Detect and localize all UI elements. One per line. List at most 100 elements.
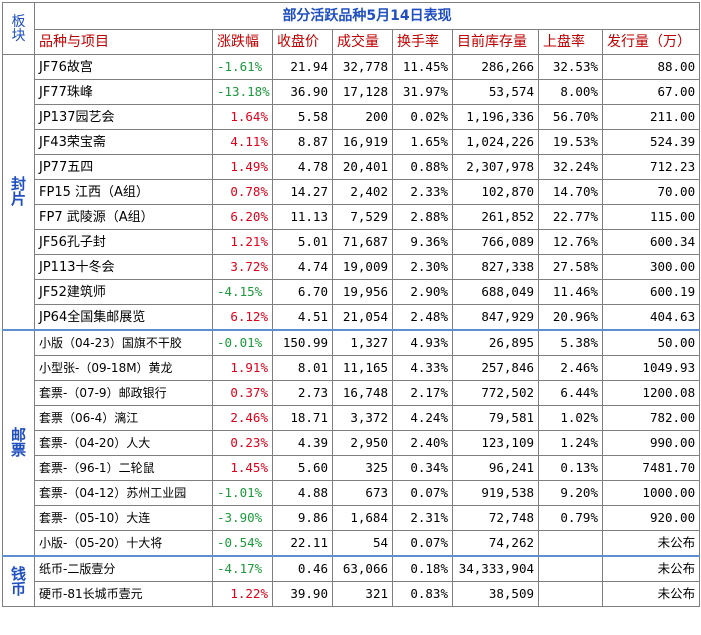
sector-label-char: 票 xyxy=(10,441,26,459)
table-row: JP77五四 1.49% 4.78 20,401 0.88% 2,307,978 32.24… xyxy=(3,154,701,180)
rate-value: 56.70% xyxy=(538,104,603,130)
item-name: JF52建筑师 xyxy=(34,279,213,305)
close-price: 22.11 xyxy=(272,530,333,557)
sector-header-char-1: 板 xyxy=(11,13,26,30)
rate-value: 2.46% xyxy=(538,355,603,381)
volume-value: 54 xyxy=(332,530,393,557)
item-name: JF76故宫 xyxy=(34,54,213,80)
rate-value xyxy=(538,581,603,607)
change-value: 1.91% xyxy=(212,355,273,381)
change-value: -3.90% xyxy=(212,505,273,531)
turnover-value: 2.88% xyxy=(392,204,453,230)
issue-value: 7481.70 xyxy=(601,455,701,481)
rate-value: 0.13% xyxy=(538,455,603,481)
item-name: JP137园艺会 xyxy=(34,104,213,130)
issue-value: 404.63 xyxy=(601,304,701,331)
close-price: 0.46 xyxy=(272,555,333,582)
stock-value: 1,196,336 xyxy=(452,104,539,130)
stock-value: 919,538 xyxy=(452,480,539,506)
issue-value: 未公布 xyxy=(601,555,701,582)
change-value: 0.37% xyxy=(212,380,273,406)
col-header-issue: 发行量（万） xyxy=(601,29,701,55)
change-value: -4.17% xyxy=(212,555,273,582)
table-row: 套票-（04-20）人大 0.23% 4.39 2,950 2.40% 123,109 1.… xyxy=(3,430,701,456)
turnover-value: 1.65% xyxy=(392,129,453,155)
rate-value: 1.02% xyxy=(538,405,603,431)
sector-label-char: 币 xyxy=(10,579,26,598)
table-row: 小型张-（09-18M）黄龙 1.91% 8.01 11,165 4.33% 257,84… xyxy=(3,355,701,381)
rate-value: 1.24% xyxy=(538,430,603,456)
issue-value: 920.00 xyxy=(601,505,701,531)
sector-label: 邮票 xyxy=(2,329,35,557)
change-value: 1.21% xyxy=(212,229,273,255)
close-price: 18.71 xyxy=(272,405,333,431)
volume-value: 321 xyxy=(332,581,393,607)
close-price: 39.90 xyxy=(272,581,333,607)
change-value: -13.18% xyxy=(212,79,273,105)
turnover-value: 4.33% xyxy=(392,355,453,381)
issue-value: 300.00 xyxy=(601,254,701,280)
rate-value: 32.24% xyxy=(538,154,603,180)
change-value: 2.46% xyxy=(212,405,273,431)
stock-value: 847,929 xyxy=(452,304,539,331)
sector-header-cell: 板块 xyxy=(2,2,35,55)
volume-value: 200 xyxy=(332,104,393,130)
rate-value: 8.00% xyxy=(538,79,603,105)
volume-value: 32,778 xyxy=(332,54,393,80)
column-header-row: 品种与项目 涨跌幅 收盘价 成交量 换手率 目前库存量 上盘率 发行量（万） xyxy=(3,29,701,55)
close-price: 8.87 xyxy=(272,129,333,155)
turnover-value: 2.40% xyxy=(392,430,453,456)
rate-value xyxy=(538,555,603,582)
rate-value: 5.38% xyxy=(538,329,603,356)
volume-value: 3,372 xyxy=(332,405,393,431)
close-price: 4.88 xyxy=(272,480,333,506)
rate-value: 12.76% xyxy=(538,229,603,255)
table-row: JF52建筑师 -4.15% 6.70 19,956 2.90% 688,049 11.46… xyxy=(3,279,701,305)
change-value: -0.54% xyxy=(212,530,273,557)
rate-value xyxy=(538,530,603,557)
change-value: -4.15% xyxy=(212,279,273,305)
stock-value: 38,509 xyxy=(452,581,539,607)
volume-value: 63,066 xyxy=(332,555,393,582)
change-value: -0.01% xyxy=(212,329,273,356)
rate-value: 6.44% xyxy=(538,380,603,406)
col-header-change: 涨跌幅 xyxy=(212,29,273,55)
sector-label-char: 片 xyxy=(10,190,26,208)
stock-value: 772,502 xyxy=(452,380,539,406)
close-price: 36.90 xyxy=(272,79,333,105)
issue-value: 990.00 xyxy=(601,430,701,456)
sector-label: 封片 xyxy=(2,54,35,331)
rate-value: 32.53% xyxy=(538,54,603,80)
volume-value: 16,919 xyxy=(332,129,393,155)
volume-value: 2,402 xyxy=(332,179,393,205)
issue-value: 70.00 xyxy=(601,179,701,205)
item-name: FP7 武陵源（A组） xyxy=(34,204,213,230)
issue-value: 712.23 xyxy=(601,154,701,180)
close-price: 4.39 xyxy=(272,430,333,456)
change-value: 1.64% xyxy=(212,104,273,130)
table-row: JF77珠峰 -13.18% 36.90 17,128 31.97% 53,574 8.00… xyxy=(3,79,701,105)
turnover-value: 2.31% xyxy=(392,505,453,531)
item-name: 套票-（04-20）人大 xyxy=(34,430,213,456)
close-price: 21.94 xyxy=(272,54,333,80)
sector-label-char: 钱 xyxy=(10,564,26,583)
change-value: 6.20% xyxy=(212,204,273,230)
col-header-name: 品种与项目 xyxy=(34,29,213,55)
close-price: 5.60 xyxy=(272,455,333,481)
item-name: 套票（06-4）漓江 xyxy=(34,405,213,431)
stock-value: 688,049 xyxy=(452,279,539,305)
item-name: 纸币-二版壹分 xyxy=(34,555,213,582)
item-name: FP15 江西（A组） xyxy=(34,179,213,205)
volume-value: 1,684 xyxy=(332,505,393,531)
volume-value: 2,950 xyxy=(332,430,393,456)
rate-value: 14.70% xyxy=(538,179,603,205)
close-price: 4.78 xyxy=(272,154,333,180)
stock-value: 26,895 xyxy=(452,329,539,356)
table-row: FP15 江西（A组） 0.78% 14.27 2,402 2.33% 102,870 14… xyxy=(3,179,701,205)
table-row: JF56孔子封 1.21% 5.01 71,687 9.36% 766,089 12.76%… xyxy=(3,229,701,255)
item-name: JP113十冬会 xyxy=(34,254,213,280)
item-name: 套票-（96-1）二轮鼠 xyxy=(34,455,213,481)
item-name: JP77五四 xyxy=(34,154,213,180)
issue-value: 88.00 xyxy=(601,54,701,80)
item-name: JP64全国集邮展览 xyxy=(34,304,213,331)
